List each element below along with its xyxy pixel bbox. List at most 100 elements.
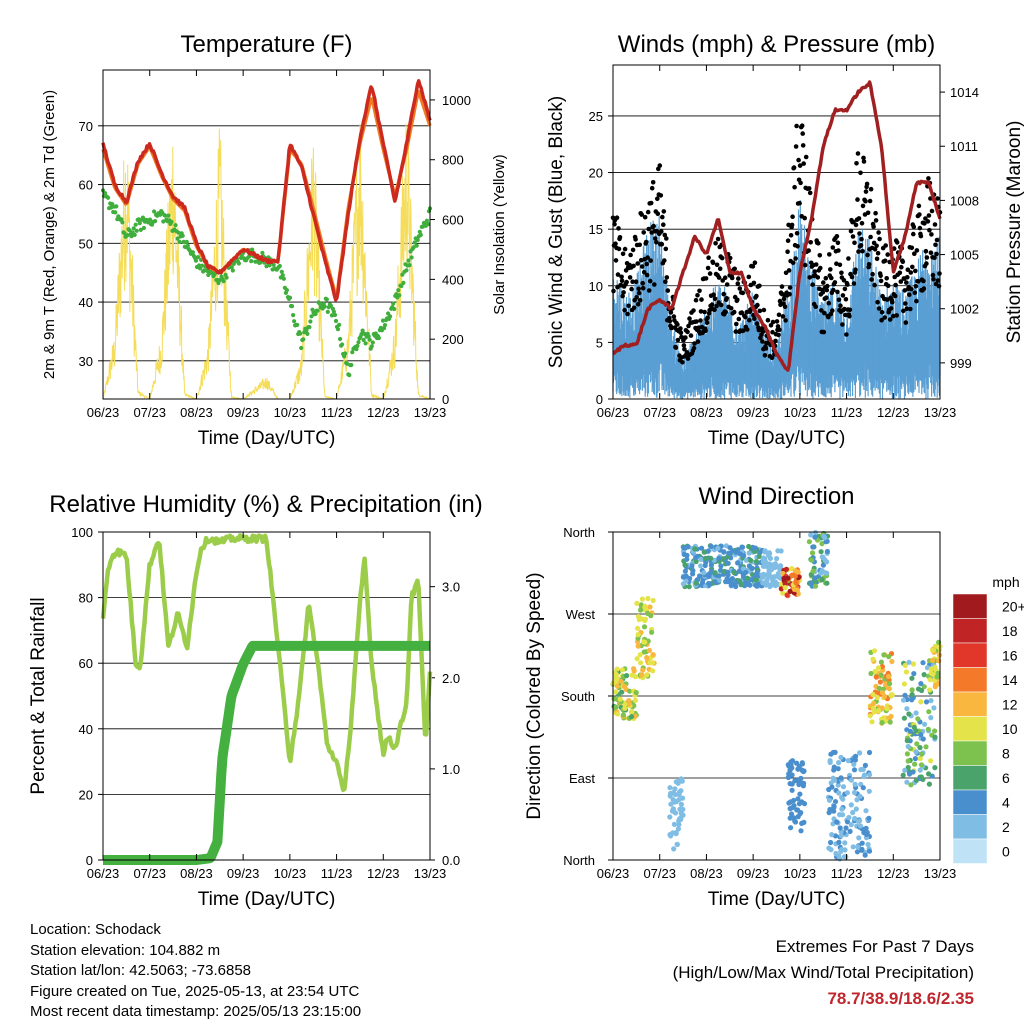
gust-point (637, 242, 642, 248)
wind-direction-point (799, 820, 805, 827)
gust-point (685, 329, 690, 335)
wind-direction-point (716, 577, 722, 583)
gust-point (769, 355, 775, 361)
x-tick-label: 08/23 (180, 866, 213, 881)
gust-point (921, 278, 926, 284)
gust-point (735, 281, 741, 286)
wind-direction-point (635, 635, 641, 641)
dewpoint-point (195, 255, 201, 260)
gust-point (641, 230, 646, 235)
gust-point (698, 318, 703, 323)
gust-point (799, 123, 805, 128)
gust-point (687, 316, 692, 321)
wind-direction-point (904, 751, 911, 757)
wind-direction-point (697, 573, 703, 579)
wind-direction-point (918, 762, 925, 768)
gust-point (685, 356, 691, 361)
wind-direction-point (812, 534, 818, 540)
gust-point (757, 308, 763, 314)
dewpoint-point (391, 301, 396, 306)
gust-point (935, 196, 940, 201)
wind-direction-point (676, 797, 682, 803)
gust-point (722, 275, 728, 281)
gust-point (793, 256, 798, 261)
wind-direction-point (839, 812, 846, 818)
dewpoint-point (281, 276, 286, 281)
dewpoint-point (407, 263, 412, 268)
wind-direction-point (644, 610, 651, 617)
chart-title-winds: Winds (mph) & Pressure (mb) (618, 31, 935, 58)
gust-point (892, 293, 898, 299)
gust-point (634, 295, 639, 300)
colorbar-swatch (952, 716, 988, 742)
gust-point (924, 261, 929, 266)
gust-point (703, 328, 708, 334)
gust-point (873, 218, 879, 223)
pressure-line (612, 80, 942, 372)
gust-point (716, 275, 722, 280)
wind-direction-point (902, 662, 908, 669)
x-tick-label: 09/23 (737, 405, 770, 420)
wind-direction-point (756, 553, 762, 560)
gust-point (890, 313, 896, 319)
gust-point (648, 258, 653, 263)
wind-direction-point (886, 654, 892, 660)
wind-direction-point (934, 674, 940, 680)
gust-point (904, 280, 909, 285)
wind-direction-point (838, 754, 844, 760)
wind-direction-point (859, 847, 865, 853)
gust-point (763, 346, 769, 351)
wind-direction-point (627, 688, 633, 694)
wind-direction-point (801, 768, 807, 774)
gust-point (788, 233, 794, 238)
wind-direction-point (927, 687, 933, 693)
gust-point (660, 214, 665, 220)
y-right-tick-label: 1014 (950, 85, 979, 100)
colorbar-swatch (952, 789, 988, 815)
gust-point (803, 154, 809, 160)
gust-point (861, 155, 866, 161)
wind-direction-point (762, 548, 768, 554)
gust-point (675, 337, 681, 343)
gust-point (639, 264, 645, 269)
gust-point (691, 345, 697, 351)
wind-direction-point (869, 719, 875, 725)
wind-direction-point (925, 726, 931, 732)
gust-point (706, 255, 711, 260)
wind-direction-point (920, 660, 926, 666)
dewpoint-point (363, 341, 368, 346)
wind-direction-point (674, 841, 680, 847)
wind-direction-point (795, 796, 801, 802)
y-right-tick-label: 600 (442, 213, 464, 228)
gust-point (891, 246, 897, 251)
x-tick-label: 09/23 (227, 405, 260, 420)
dewpoint-point (301, 337, 306, 342)
wind-direction-point (866, 749, 873, 756)
gust-point (827, 252, 832, 257)
gust-point (836, 297, 842, 303)
wind-direction-point (824, 580, 830, 586)
gust-point (798, 180, 803, 186)
gust-point (791, 165, 797, 170)
gust-point (914, 298, 919, 304)
dewpoint-point (406, 258, 411, 263)
gust-point (752, 260, 758, 266)
gust-point (932, 255, 937, 260)
dewpoint-point (367, 337, 372, 342)
gust-point (636, 290, 642, 296)
wind-direction-point (753, 577, 760, 583)
wind-direction-point (909, 697, 915, 703)
wind-direction-point (645, 595, 651, 602)
gust-point (853, 267, 858, 273)
gust-point (836, 248, 841, 253)
wind-direction-point (638, 660, 644, 666)
wind-direction-point (909, 692, 915, 698)
wind-direction-point (699, 580, 706, 586)
wind-direction-point (727, 545, 733, 551)
wind-direction-point (634, 656, 640, 662)
wind-direction-point (868, 670, 874, 677)
gust-point (762, 353, 768, 358)
x-axis-label: Time (Day/UTC) (198, 428, 336, 449)
dewpoint-point (309, 314, 314, 319)
gust-point (873, 210, 878, 216)
